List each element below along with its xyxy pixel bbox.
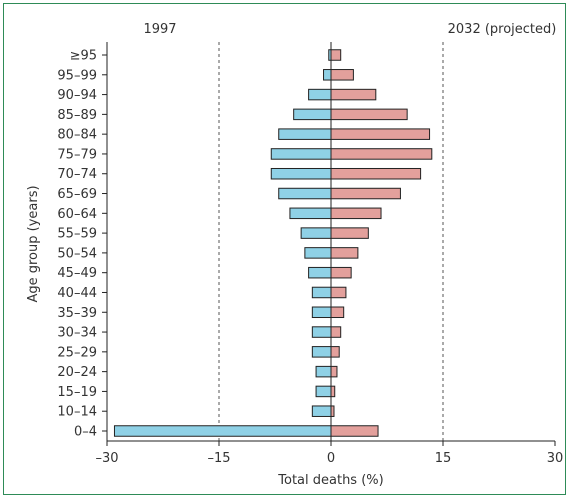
bar-s1-19	[330, 49, 342, 61]
bar-s1-8	[330, 266, 352, 279]
y-tick-label-16: 85–89	[57, 108, 97, 123]
bar-s1-16	[330, 108, 408, 121]
y-tick-label-19: ≥95	[70, 49, 97, 64]
y-tick-label-10: 55–59	[57, 227, 97, 242]
y-tick-label-17: 90–94	[57, 88, 97, 103]
bar-s0-13	[270, 167, 332, 180]
bar-s0-14	[270, 148, 332, 160]
bar-s1-3	[330, 365, 338, 378]
bar-s0-1	[311, 405, 332, 417]
bar-s1-11	[330, 207, 382, 220]
x-tick-label-1: –15	[207, 451, 230, 466]
bar-s0-5	[311, 326, 332, 338]
y-tick-label-13: 70–74	[57, 167, 97, 182]
bar-s1-7	[330, 286, 347, 299]
bar-s1-5	[330, 326, 342, 338]
bar-s0-10	[300, 227, 332, 239]
bar-s0-7	[311, 286, 332, 299]
bar-s1-9	[330, 247, 359, 259]
y-tick-label-6: 35–39	[57, 306, 97, 321]
bar-s0-2	[315, 385, 332, 398]
y-tick-label-9: 50–54	[57, 246, 97, 261]
x-axis-label: Total deaths (%)	[277, 473, 383, 488]
bar-s0-0	[113, 425, 332, 437]
bar-s0-6	[311, 306, 332, 319]
bar-s1-17	[330, 88, 377, 101]
plot-area: 0–4 10–14 15–19 20–24 25–29 30–34 35–39 40–44 45…	[57, 42, 563, 466]
bar-s0-18	[323, 69, 332, 81]
series-label-2032: 2032 (projected)	[448, 22, 557, 37]
y-tick-label-2: 15–19	[57, 385, 97, 400]
bar-s0-17	[308, 88, 332, 101]
y-tick-label-3: 20–24	[57, 365, 97, 380]
y-tick-label-0: 0–4	[74, 425, 97, 440]
y-tick-label-15: 80–84	[57, 128, 97, 143]
x-tick-label-2: 0	[327, 451, 335, 466]
bar-s0-11	[289, 207, 332, 220]
bar-s1-18	[330, 69, 354, 81]
y-tick-label-1: 10–14	[57, 405, 97, 420]
y-tick-label-12: 65–69	[57, 187, 97, 202]
x-tick-label-4: 30	[547, 451, 564, 466]
y-tick-label-8: 45–49	[57, 266, 97, 281]
bar-s1-2	[330, 385, 336, 398]
bar-s1-12	[330, 187, 401, 200]
y-tick-label-11: 60–64	[57, 207, 97, 222]
y-axis-label: Age group (years)	[26, 185, 41, 302]
bar-s0-16	[293, 108, 332, 121]
x-tick-label-3: 15	[435, 451, 452, 466]
bar-s1-6	[330, 306, 345, 319]
y-tick-label-5: 30–34	[57, 326, 97, 341]
bar-s1-4	[330, 346, 340, 358]
series-label-1997: 1997	[143, 22, 176, 37]
bar-s0-9	[304, 247, 332, 259]
x-tick-label-0: –30	[95, 451, 118, 466]
bar-s0-4	[311, 346, 332, 358]
bar-s1-15	[330, 128, 431, 140]
bar-s0-15	[278, 128, 332, 140]
bar-s1-13	[330, 167, 422, 180]
bar-s1-0	[330, 425, 379, 437]
y-tick-label-4: 25–29	[57, 345, 97, 360]
y-tick-label-14: 75–79	[57, 147, 97, 162]
y-tick-label-18: 95–99	[57, 68, 97, 83]
bar-s0-8	[308, 266, 332, 279]
chart-border	[3, 3, 566, 495]
bar-s0-3	[315, 365, 332, 378]
bar-s0-12	[278, 187, 332, 200]
bar-s1-14	[330, 148, 433, 160]
bar-s1-10	[330, 227, 369, 239]
y-tick-label-7: 40–44	[57, 286, 97, 301]
